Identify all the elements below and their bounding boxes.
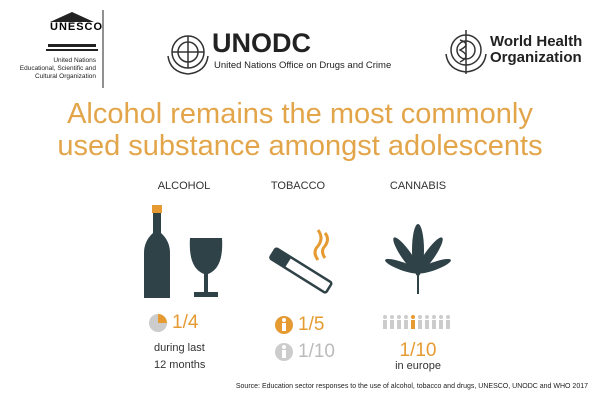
who-emblem: [445, 30, 487, 74]
unodc-full-name: United Nations Office on Drugs and Crime: [214, 60, 392, 71]
unesco-text: United Nations Educational, Scientific a…: [0, 57, 96, 81]
stat: 1/5: [298, 314, 325, 335]
substance-label: ALCOHOL: [157, 180, 211, 192]
unesco-line: Cultural Organization: [34, 73, 96, 80]
substance-label: CANNABIS: [389, 180, 447, 192]
note: in europe: [395, 360, 441, 372]
unodc-name: UNODC: [212, 28, 311, 58]
unesco-mark: UNESCO: [50, 21, 104, 33]
title-line: Alcohol remains the most commonly: [67, 98, 533, 130]
people-row: [383, 315, 450, 329]
tobacco-icon: [269, 229, 333, 294]
alcohol-icon: [144, 205, 223, 298]
title-line: used substance amongst adolescents: [57, 130, 543, 162]
substance-label: TOBACCO: [270, 180, 326, 192]
who-line: World Health: [490, 33, 583, 50]
stat: 1/4: [172, 312, 199, 333]
source: Source: Education sector responses to th…: [235, 383, 588, 390]
who-line: Organization: [490, 49, 582, 66]
unesco-logo: [46, 12, 98, 51]
unesco-line: Educational, Scientific and: [19, 65, 96, 72]
note: during last: [154, 342, 205, 354]
unesco-line: United Nations: [53, 57, 96, 64]
note: 12 months: [154, 359, 206, 371]
unodc-emblem: [167, 35, 209, 75]
who-name: World Health Organization: [490, 34, 582, 66]
stat: 1/10: [399, 340, 437, 361]
quarter-pie: [149, 314, 167, 332]
stat-secondary: 1/10: [298, 341, 335, 362]
person-icons: [275, 316, 293, 361]
cannabis-icon: [385, 224, 451, 294]
